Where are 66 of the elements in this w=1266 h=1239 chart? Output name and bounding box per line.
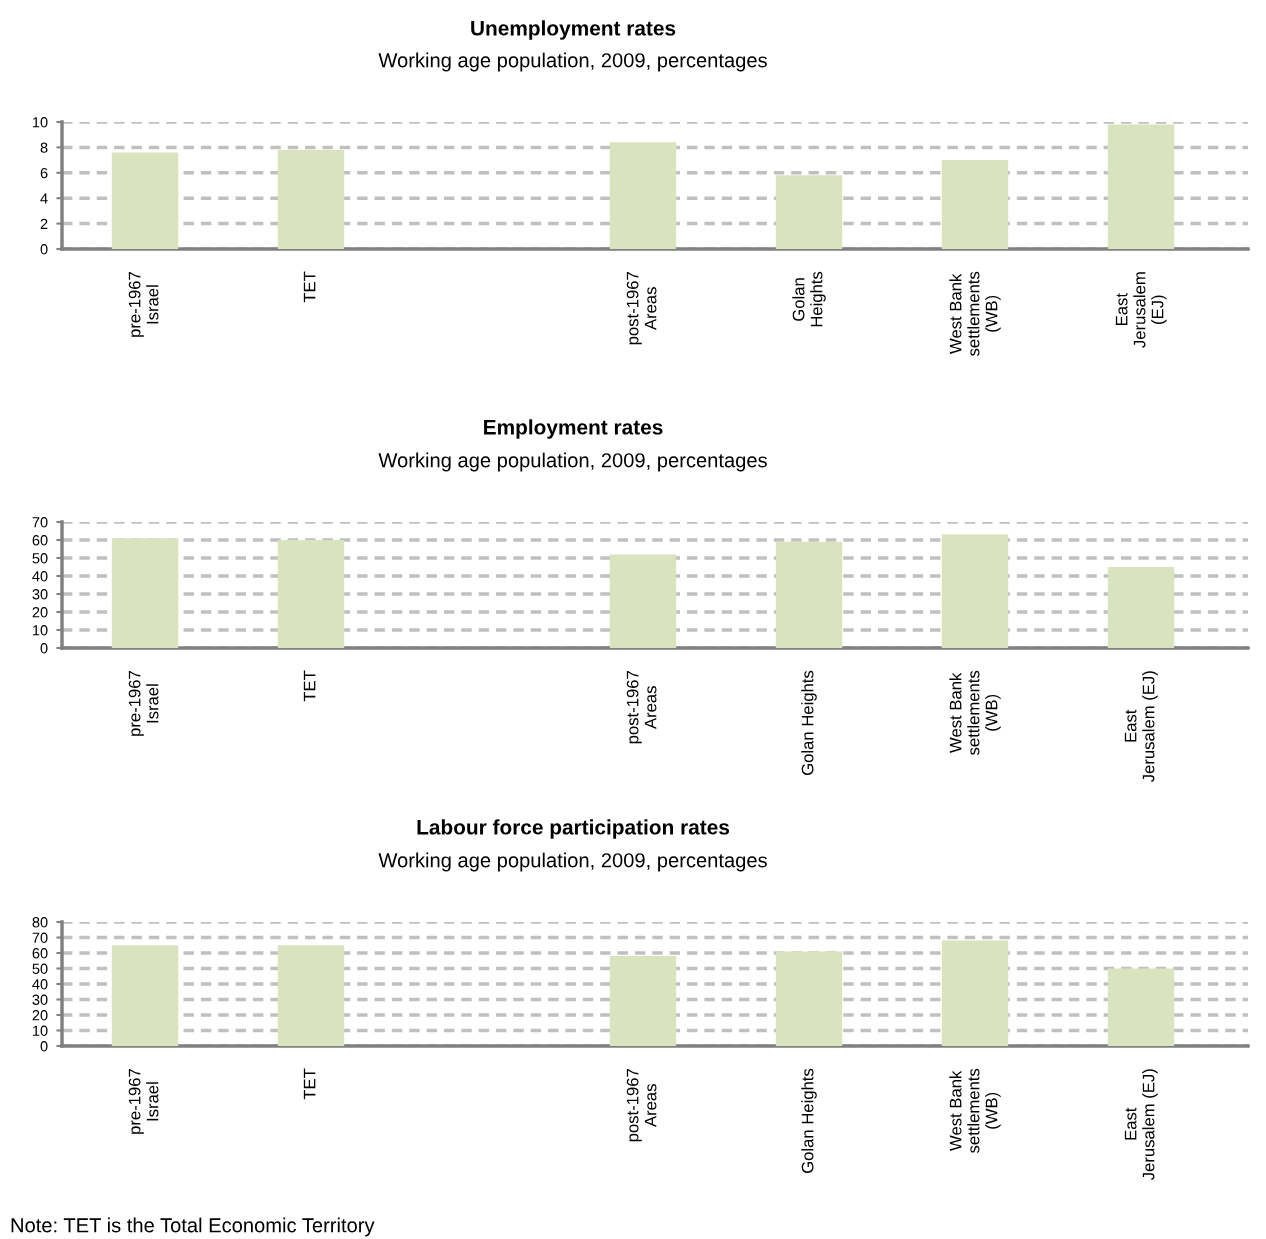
y-tick-label: 10 bbox=[33, 625, 48, 636]
bar bbox=[609, 142, 677, 249]
bar bbox=[111, 152, 179, 249]
y-tick-label: 20 bbox=[32, 607, 48, 618]
y-tick-label: 40 bbox=[32, 979, 48, 990]
chart-title: Unemployment rates bbox=[471, 20, 676, 40]
x-tick-label: East Jerusalem (EJ) bbox=[1124, 1069, 1158, 1181]
x-tick-label: Golan Heights bbox=[801, 670, 817, 775]
y-tick-label: 4 bbox=[40, 193, 48, 204]
y-tick-label: 0 bbox=[40, 643, 48, 654]
y-tick-label: 10 bbox=[33, 1025, 48, 1036]
y-tick-label: 0 bbox=[40, 1041, 48, 1052]
bar bbox=[277, 945, 345, 1046]
bar bbox=[941, 940, 1009, 1046]
x-tick-label: West Bank settlements (WB) bbox=[949, 271, 1001, 356]
y-tick-label: 40 bbox=[32, 571, 48, 582]
chart-title: Labour force participation rates bbox=[417, 819, 730, 839]
y-tick-label: 30 bbox=[32, 994, 48, 1005]
x-tick-label: West Bank settlements (WB) bbox=[949, 670, 1001, 755]
y-tick-label: 0 bbox=[40, 244, 48, 255]
chart-title: Employment rates bbox=[484, 419, 663, 439]
text: Note: TET is the Total Economic Territory bbox=[11, 1217, 375, 1237]
y-tick-label: 70 bbox=[32, 932, 48, 943]
x-tick-label: West Bank settlements (WB) bbox=[949, 1068, 1001, 1153]
bar bbox=[609, 956, 677, 1046]
x-tick-label: TET bbox=[303, 670, 316, 702]
x-tick-label: pre-1967 Israel bbox=[128, 1069, 159, 1134]
bar bbox=[111, 538, 179, 648]
y-tick-label: 70 bbox=[32, 517, 48, 528]
x-tick-label: TET bbox=[303, 1068, 316, 1100]
y-tick-label: 50 bbox=[32, 553, 48, 564]
x-tick-label: pre-1967 Israel bbox=[128, 272, 159, 337]
x-tick-label: post-1967 Areas bbox=[626, 1069, 657, 1142]
y-tick-label: 6 bbox=[40, 167, 48, 179]
bar bbox=[775, 175, 843, 249]
bar bbox=[775, 951, 843, 1046]
bar bbox=[1107, 968, 1175, 1046]
x-tick-label: East Jerusalem (EJ) bbox=[1115, 272, 1167, 348]
y-tick-label: 50 bbox=[32, 963, 48, 974]
x-tick-label: East Jerusalem (EJ) bbox=[1124, 671, 1158, 783]
x-tick-label: Golan Heights bbox=[792, 271, 826, 327]
y-tick-label: 30 bbox=[32, 589, 48, 600]
bar bbox=[609, 554, 677, 648]
chart-subtitle: Working age population, 2009, percentages bbox=[378, 852, 767, 872]
y-tick-label: 60 bbox=[32, 535, 48, 546]
y-tick-label: 20 bbox=[32, 1010, 48, 1021]
chart-subtitle: Working age population, 2009, percentages bbox=[378, 52, 767, 72]
x-tick-label: post-1967 Areas bbox=[626, 272, 657, 345]
y-tick-label: 10 bbox=[33, 117, 48, 128]
chart-subtitle: Working age population, 2009, percentages bbox=[378, 452, 767, 472]
y-tick-label: 2 bbox=[40, 218, 48, 229]
x-tick-label: TET bbox=[303, 271, 316, 303]
bar bbox=[941, 534, 1009, 648]
x-tick-label: post-1967 Areas bbox=[626, 671, 657, 744]
y-tick-label: 60 bbox=[32, 948, 48, 959]
bar bbox=[277, 149, 345, 249]
bar bbox=[775, 541, 843, 648]
bar bbox=[277, 540, 345, 648]
y-tick-label: 80 bbox=[32, 917, 48, 928]
bar bbox=[111, 945, 179, 1046]
bar bbox=[1107, 124, 1175, 249]
bar bbox=[1107, 567, 1175, 648]
bar bbox=[941, 160, 1009, 249]
x-tick-label: Golan Heights bbox=[801, 1068, 817, 1173]
y-tick-label: 8 bbox=[40, 142, 48, 153]
x-tick-label: pre-1967 Israel bbox=[128, 671, 159, 736]
